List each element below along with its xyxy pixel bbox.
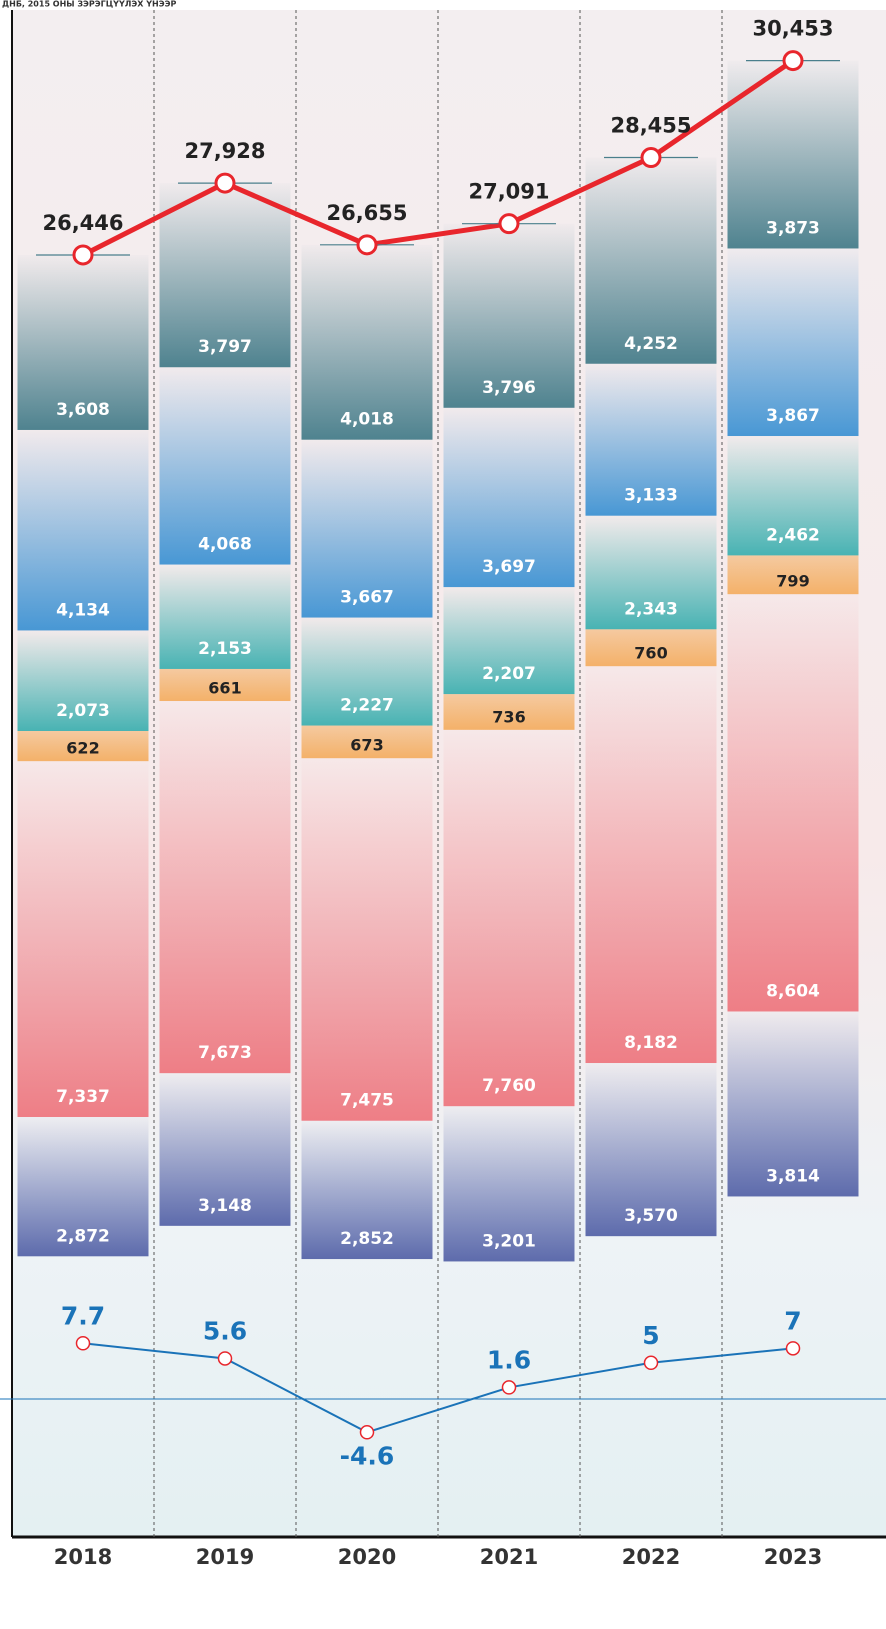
segment-label: 3,667 <box>340 588 394 608</box>
bar-segment <box>728 594 859 1011</box>
segment-label: 7,760 <box>482 1076 536 1096</box>
total-label: 28,455 <box>610 114 691 138</box>
growth-point <box>77 1337 90 1350</box>
growth-label: 1.6 <box>487 1345 531 1374</box>
total-point <box>784 52 802 70</box>
growth-label: 7.7 <box>61 1301 105 1330</box>
bar-segment <box>302 758 433 1121</box>
segment-label: 3,570 <box>624 1206 678 1226</box>
segment-label: 4,134 <box>56 600 110 620</box>
segment-label: 4,252 <box>624 334 678 354</box>
segment-label: 4,068 <box>198 535 252 555</box>
x-tick-label: 2019 <box>196 1545 254 1569</box>
x-tick-label: 2021 <box>480 1545 538 1569</box>
total-point <box>74 246 92 264</box>
chart-title: ДНБ, 2015 ОНЫ ЗЭРЭГЦҮҮЛЭХ ҮНЭЭР <box>2 0 176 9</box>
segment-label: 2,343 <box>624 599 678 619</box>
bar-segment <box>586 666 717 1063</box>
segment-label: 799 <box>776 572 809 591</box>
total-point <box>358 236 376 254</box>
segment-label: 3,796 <box>482 378 536 398</box>
total-point <box>216 174 234 192</box>
segment-label: 2,462 <box>766 525 820 545</box>
segment-label: 760 <box>634 644 667 663</box>
segment-label: 4,018 <box>340 410 394 430</box>
segment-label: 2,872 <box>56 1226 110 1246</box>
x-tick-label: 2018 <box>54 1545 112 1569</box>
growth-point <box>787 1342 800 1355</box>
x-tick-label: 2020 <box>338 1545 396 1569</box>
total-label: 26,655 <box>326 201 407 225</box>
segment-label: 2,073 <box>56 701 110 721</box>
growth-point <box>645 1356 658 1369</box>
total-label: 26,446 <box>42 211 123 235</box>
segment-label: 3,608 <box>56 400 110 420</box>
segment-label: 3,697 <box>482 557 536 577</box>
growth-label: 7 <box>784 1306 801 1335</box>
growth-label: -4.6 <box>340 1441 395 1470</box>
segment-label: 3,148 <box>198 1196 252 1216</box>
segment-label: 7,475 <box>340 1091 394 1111</box>
total-label: 27,928 <box>184 139 265 163</box>
total-label: 27,091 <box>468 180 549 204</box>
segment-label: 3,797 <box>198 337 252 357</box>
bar-segment <box>160 701 291 1073</box>
page: {"chart_data": { "type": "stacked-bar", … <box>0 0 886 1629</box>
segment-label: 736 <box>492 707 525 726</box>
segment-label: 3,873 <box>766 218 820 238</box>
segment-label: 2,227 <box>340 696 394 716</box>
segment-label: 2,852 <box>340 1229 394 1249</box>
growth-point <box>503 1381 516 1394</box>
x-tick-label: 2022 <box>622 1545 680 1569</box>
chart: ДНБ, 2015 ОНЫ ЗЭРЭГЦҮҮЛЭХ ҮНЭЭР 3,608 4,1… <box>0 0 886 1629</box>
segment-label: 3,814 <box>766 1166 820 1186</box>
bar-segment <box>444 730 575 1106</box>
segment-label: 7,673 <box>198 1043 252 1063</box>
segment-label: 2,207 <box>482 664 536 684</box>
segment-label: 3,867 <box>766 406 820 426</box>
segment-label: 2,153 <box>198 639 252 659</box>
growth-point <box>361 1426 374 1439</box>
segment-label: 661 <box>208 679 241 698</box>
segment-label: 8,182 <box>624 1033 678 1053</box>
segment-label: 673 <box>350 736 383 755</box>
total-point <box>642 149 660 167</box>
growth-label: 5.6 <box>203 1316 247 1345</box>
x-tick-label: 2023 <box>764 1545 822 1569</box>
segment-label: 3,133 <box>624 486 678 506</box>
segment-label: 7,337 <box>56 1087 110 1107</box>
total-point <box>500 215 518 233</box>
segment-label: 622 <box>66 739 99 758</box>
segment-label: 8,604 <box>766 981 820 1001</box>
bar-segment <box>18 761 149 1117</box>
growth-label: 5 <box>642 1321 659 1350</box>
total-label: 30,453 <box>752 17 833 41</box>
segment-label: 3,201 <box>482 1231 536 1251</box>
growth-point <box>219 1352 232 1365</box>
